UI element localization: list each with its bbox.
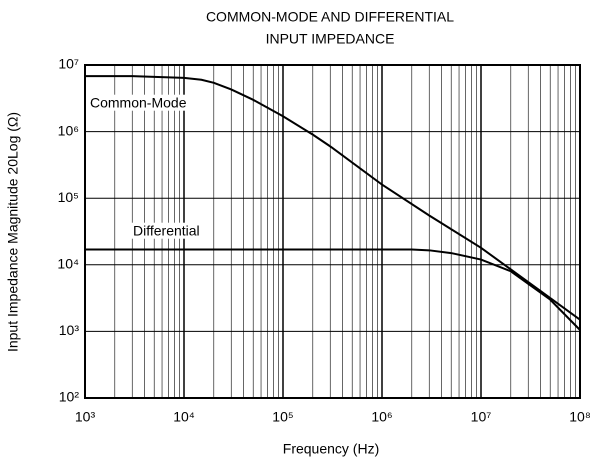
y-tick-label: 10⁴ <box>57 256 79 272</box>
x-tick-label: 10⁵ <box>272 409 293 425</box>
chart-title: COMMON-MODE AND DIFFERENTIAL <box>206 9 454 25</box>
plot-frame <box>84 64 581 399</box>
label-background <box>131 222 202 239</box>
series-label: Common-Mode <box>90 95 187 111</box>
label-background <box>88 94 189 111</box>
x-tick-label: 10³ <box>75 409 96 425</box>
x-tick-label: 10⁴ <box>173 409 195 425</box>
y-tick-label: 10³ <box>59 322 80 338</box>
chart-title: INPUT IMPEDANCE <box>266 31 395 47</box>
y-axis-label: Input Impedance Magnitude 20Log (Ω) <box>5 112 21 352</box>
line <box>85 75 581 321</box>
y-tick-label: 10⁶ <box>58 122 79 138</box>
x-axis-label: Frequency (Hz) <box>283 441 379 457</box>
x-tick-label: 10⁶ <box>371 409 392 425</box>
y-tick-label: 10⁷ <box>58 56 79 72</box>
y-tick-label: 10² <box>59 389 80 405</box>
x-tick-label: 10⁷ <box>471 409 492 425</box>
line <box>85 248 581 331</box>
y-tick-label: 10⁵ <box>58 189 79 205</box>
series-label: Differential <box>133 223 200 239</box>
x-tick-label: 10⁸ <box>569 409 591 425</box>
